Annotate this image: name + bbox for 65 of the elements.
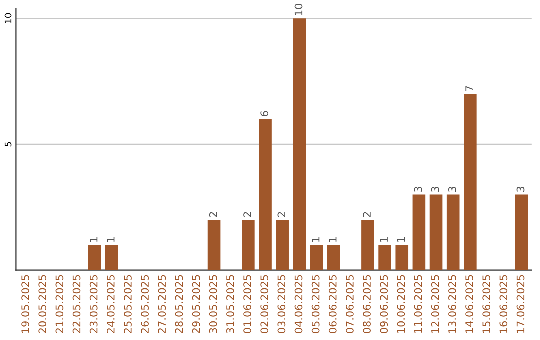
data-label: 1 [107,237,115,242]
data-label: 10 [294,4,303,16]
x-tick-label: 05.06.2025 [312,275,320,334]
x-tick-label: 16.06.2025 [500,275,508,333]
x-tick-label: 24.05.2025 [106,275,115,334]
x-tick-label: 14.06.2025 [466,275,474,333]
x-tick-label: 27.05.2025 [158,275,166,334]
bar [293,18,306,270]
bar [242,220,255,270]
bar [88,245,102,270]
x-tick-label: 28.05.2025 [175,275,184,334]
data-label: 3 [414,186,422,192]
data-label: 2 [278,212,286,218]
x-tick-label: 26.05.2025 [141,275,149,334]
data-label: 1 [329,237,337,242]
x-tick-label: 20.05.2025 [38,275,47,334]
x-tick-label: 23.05.2025 [90,275,98,334]
bar [515,194,528,270]
x-tick-label: 12.06.2025 [431,275,440,333]
x-tick-label: 01.06.2025 [244,275,252,334]
x-tick-label: 29.05.2025 [192,275,200,334]
data-label: 2 [209,212,218,218]
bar [259,119,272,270]
data-label: 7 [466,86,474,92]
x-tick-label: 07.06.2025 [346,275,354,334]
bar [327,245,340,270]
x-tick-label: 04.06.2025 [294,275,303,334]
data-label: 3 [516,186,525,192]
x-tick-label: 19.05.2025 [22,275,30,333]
x-tick-label: 09.06.2025 [380,275,388,334]
data-label: 3 [431,186,440,192]
bar [378,245,392,270]
x-tick-label: 15.06.2025 [482,275,491,333]
bar [430,194,443,270]
data-label: 1 [397,237,405,242]
data-label: 6 [260,111,269,117]
bar [310,245,324,270]
x-tick-label: 30.05.2025 [209,275,218,334]
bar [396,245,409,270]
bar [362,220,374,270]
x-tick-label: 31.05.2025 [226,275,234,334]
x-tick-label: 08.06.2025 [363,275,371,334]
data-label: 3 [448,186,456,192]
data-label: 1 [90,237,98,242]
bar [276,220,289,270]
bar [446,194,460,270]
data-label: 2 [363,212,371,218]
x-tick-label: 22.05.2025 [72,275,81,334]
bar [464,94,477,270]
x-tick-label: 10.06.2025 [397,275,406,333]
data-label: 2 [244,212,252,218]
bar [208,220,221,270]
x-tick-label: 25.05.2025 [124,275,132,334]
x-tick-label: 21.05.2025 [56,275,64,334]
y-tick-label: 5 [4,142,12,147]
x-tick-label: 13.06.2025 [448,275,456,333]
data-label: 1 [380,237,388,242]
x-tick-label: 11.06.2025 [414,275,422,333]
x-tick-label: 03.06.2025 [278,275,286,334]
x-tick-label: 06.06.2025 [328,275,337,334]
x-tick-label: 02.06.2025 [260,275,269,334]
data-label: 1 [312,237,320,242]
bar [105,245,118,270]
bar [412,194,426,270]
x-tick-label: 17.06.2025 [516,275,525,333]
